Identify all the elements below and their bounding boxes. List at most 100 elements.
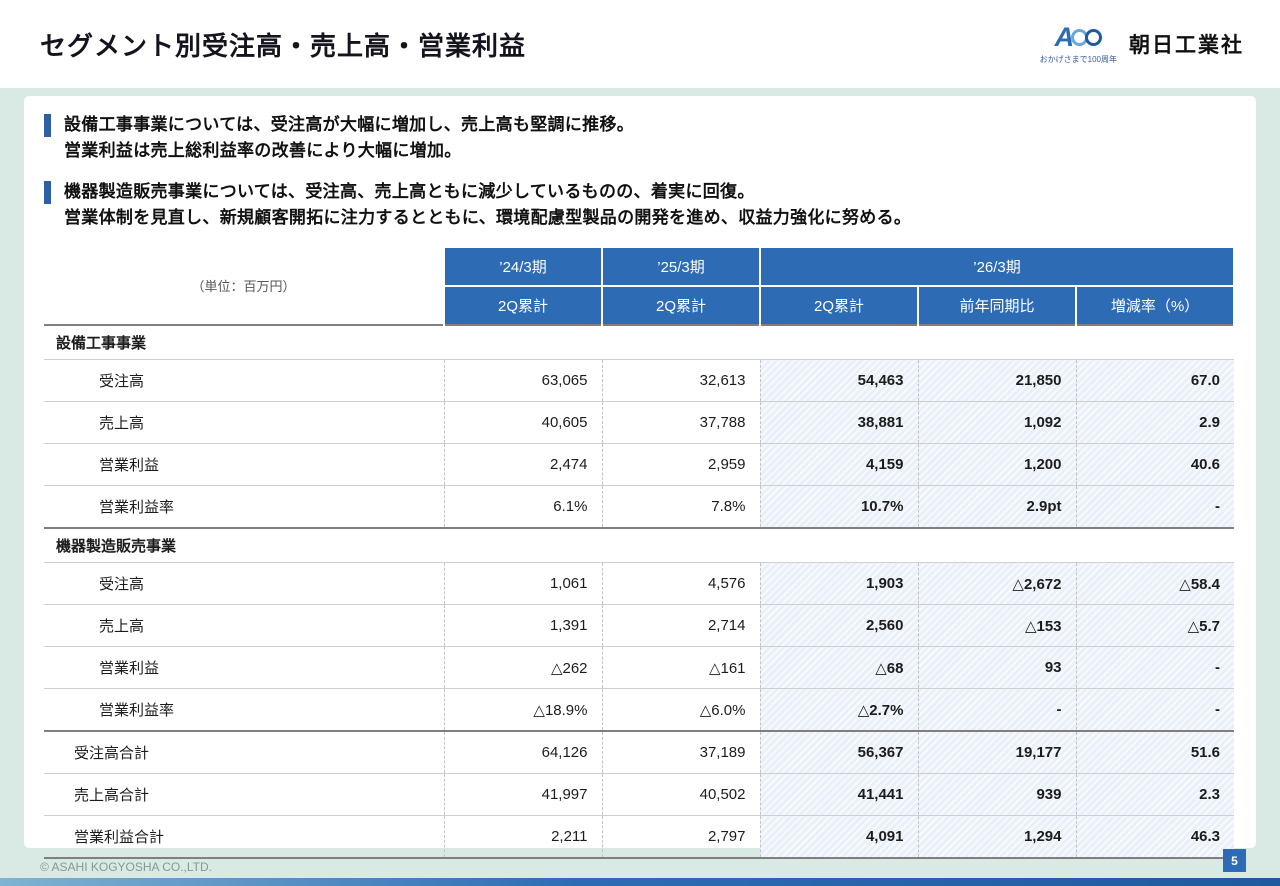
cell-value: △153	[917, 604, 1076, 647]
column-sub-header: 2Q累計	[601, 285, 761, 325]
row-label: 営業利益	[44, 443, 444, 486]
cell-value: 1,391	[443, 604, 602, 647]
bottom-strip	[0, 878, 1280, 886]
cell-value: 40,502	[601, 773, 760, 816]
row-label: 受注高	[44, 359, 444, 402]
bullet-line: 営業利益は売上総利益率の改善により大幅に増加。	[64, 141, 462, 160]
section-header-row: 機器製造販売事業	[44, 527, 1235, 563]
cell-value: △2,672	[917, 562, 1076, 605]
cell-value: △262	[443, 646, 602, 689]
table-row: 営業利益 △262 △161 △68 93-	[44, 646, 1235, 689]
table-row: 営業利益率 △18.9% △6.0% △2.7% - -	[44, 688, 1235, 731]
cell-value: 4,091	[759, 815, 918, 859]
logo-letter: A	[1054, 22, 1075, 52]
column-sub-header: 2Q累計	[759, 285, 919, 325]
cell-value: 40.6	[1075, 443, 1235, 486]
bullet-marker-icon	[44, 181, 51, 204]
cell-value: -	[917, 688, 1076, 731]
bullet-text: 設備工事事業については、受注高が大幅に増加し、売上高も堅調に推移。 営業利益は売…	[64, 112, 634, 164]
cell-value: △18.9%	[443, 688, 602, 731]
table-row: 売上高 40,605 37,788 38,881 1,092 2.9	[44, 401, 1235, 444]
cell-value: 2,211	[443, 815, 602, 859]
cell-value: 51.6	[1075, 730, 1235, 774]
logo-ring-icon	[1085, 29, 1103, 46]
cell-value: -	[1075, 688, 1235, 731]
bullet-marker-icon	[44, 114, 51, 137]
cell-value: 4,576	[601, 562, 760, 605]
company-logo: A おかげさまで100周年 朝日工業社	[1040, 24, 1244, 65]
cell-value: 6.1%	[443, 485, 602, 528]
anniversary-logo: A おかげさまで100周年	[1040, 24, 1117, 65]
anniversary-logo-icon: A	[1055, 24, 1103, 52]
cell-value: △5.7	[1075, 604, 1235, 647]
cell-value: 7.8%	[601, 485, 760, 528]
row-label: 受注高	[44, 562, 444, 605]
cell-value: △2.7%	[759, 688, 918, 731]
copyright: © ASAHI KOGYOSHA CO.,LTD.	[40, 860, 212, 874]
cell-value: 2,714	[601, 604, 760, 647]
cell-value: 54,463	[759, 359, 918, 402]
page-number-badge: 5	[1223, 849, 1246, 872]
section-title: 設備工事事業	[44, 324, 1235, 360]
cell-value: -	[1075, 646, 1235, 689]
cell-value: 4,159	[759, 443, 918, 486]
cell-value: 1,294	[917, 815, 1076, 859]
row-label: 営業利益率	[44, 688, 444, 731]
table-row: 営業利益合計 2,211 2,797 4,091 1,294 46.3	[44, 815, 1235, 859]
cell-value: △58.4	[1075, 562, 1235, 605]
table-row: 営業利益率 6.1% 7.8% 10.7% 2.9pt -	[44, 485, 1235, 528]
cell-value: 2,560	[759, 604, 918, 647]
table-row: 受注高 1,061 4,576 1,903 △2,672 △58.4	[44, 562, 1235, 605]
section-title: 機器製造販売事業	[44, 527, 1235, 563]
column-sub-header: 前年同期比	[917, 285, 1077, 325]
unit-label: （単位：百万円）	[44, 247, 444, 325]
table-row: 売上高 1,391 2,714 2,560 △153 △5.7	[44, 604, 1235, 647]
bullet-item: 設備工事事業については、受注高が大幅に増加し、売上高も堅調に推移。 営業利益は売…	[44, 112, 1236, 164]
cell-value: 2.3	[1075, 773, 1235, 816]
table-row: 営業利益 2,474 2,959 4,159 1,200 40.6	[44, 443, 1235, 486]
row-label: 受注高合計	[44, 730, 444, 774]
bullet-line: 機器製造販売事業については、受注高、売上高ともに減少しているものの、着実に回復。	[64, 182, 755, 201]
column-group-header: ’25/3期	[601, 246, 761, 287]
cell-value: 2,959	[601, 443, 760, 486]
cell-value: △6.0%	[601, 688, 760, 731]
cell-value: 37,189	[601, 730, 760, 774]
cell-value: 939	[917, 773, 1076, 816]
cell-value: 32,613	[601, 359, 760, 402]
cell-value: 38,881	[759, 401, 918, 444]
cell-value: 2,474	[443, 443, 602, 486]
cell-value: 46.3	[1075, 815, 1235, 859]
table-row: 受注高合計 64,126 37,189 56,367 19,177 51.6	[44, 730, 1235, 774]
company-name: 朝日工業社	[1129, 34, 1244, 57]
cell-value: 1,092	[917, 401, 1076, 444]
cell-value: 2.9	[1075, 401, 1235, 444]
cell-value: 56,367	[759, 730, 918, 774]
page-number: 5	[1231, 853, 1238, 868]
row-label: 売上高	[44, 401, 444, 444]
bullet-line: 営業体制を見直し、新規顧客開拓に注力するとともに、環境配慮型製品の開発を進め、収…	[64, 208, 912, 227]
content-panel: 設備工事事業については、受注高が大幅に増加し、売上高も堅調に推移。 営業利益は売…	[24, 96, 1256, 859]
row-label: 営業利益	[44, 646, 444, 689]
column-sub-header: 2Q累計	[443, 285, 603, 325]
row-label: 営業利益合計	[44, 815, 444, 859]
cell-value: 1,061	[443, 562, 602, 605]
cell-value: 21,850	[917, 359, 1076, 402]
page-title: セグメント別受注高・売上高・営業利益	[40, 30, 527, 61]
column-group-header: ’24/3期	[443, 246, 603, 287]
cell-value: 19,177	[917, 730, 1076, 774]
cell-value: 40,605	[443, 401, 602, 444]
bullet-text: 機器製造販売事業については、受注高、売上高ともに減少しているものの、着実に回復。…	[64, 179, 911, 231]
cell-value: 67.0	[1075, 359, 1235, 402]
cell-value: △161	[601, 646, 760, 689]
cell-value: 10.7%	[759, 485, 918, 528]
cell-value: 1,903	[759, 562, 918, 605]
cell-value: 93	[917, 646, 1076, 689]
column-group-header: ’26/3期	[758, 246, 1236, 287]
cell-value: 2,797	[601, 815, 760, 859]
table-row: 受注高 63,065 32,613 54,463 21,850 67.0	[44, 359, 1235, 402]
bullet-line: 設備工事事業については、受注高が大幅に増加し、売上高も堅調に推移。	[64, 115, 635, 134]
row-label: 売上高合計	[44, 773, 444, 816]
bullet-item: 機器製造販売事業については、受注高、売上高ともに減少しているものの、着実に回復。…	[44, 179, 1236, 231]
segment-table: （単位：百万円） ’24/3期 ’25/3期 ’26/3期 2Q累計 2Q累計 2Q累計 前年…	[44, 246, 1236, 859]
